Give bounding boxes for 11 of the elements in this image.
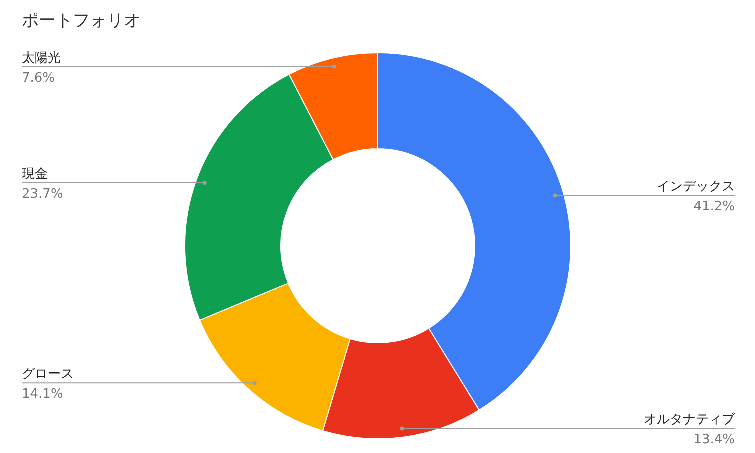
data-label: 41.2% [694, 200, 735, 215]
slice-label: インデックス [657, 180, 735, 195]
data-label: 13.4% [694, 432, 735, 448]
data-label: 14.1% [22, 387, 64, 402]
slice-label: 現金 [22, 167, 48, 182]
slice-label: 太陽光 [22, 50, 61, 66]
slice-label: オルタナティブ [644, 412, 736, 428]
chart-title: ポートフォリオ [22, 11, 141, 31]
data-label: 7.6% [22, 70, 56, 86]
data-label: 23.7% [22, 187, 64, 202]
slice-label: グロース [22, 367, 74, 382]
